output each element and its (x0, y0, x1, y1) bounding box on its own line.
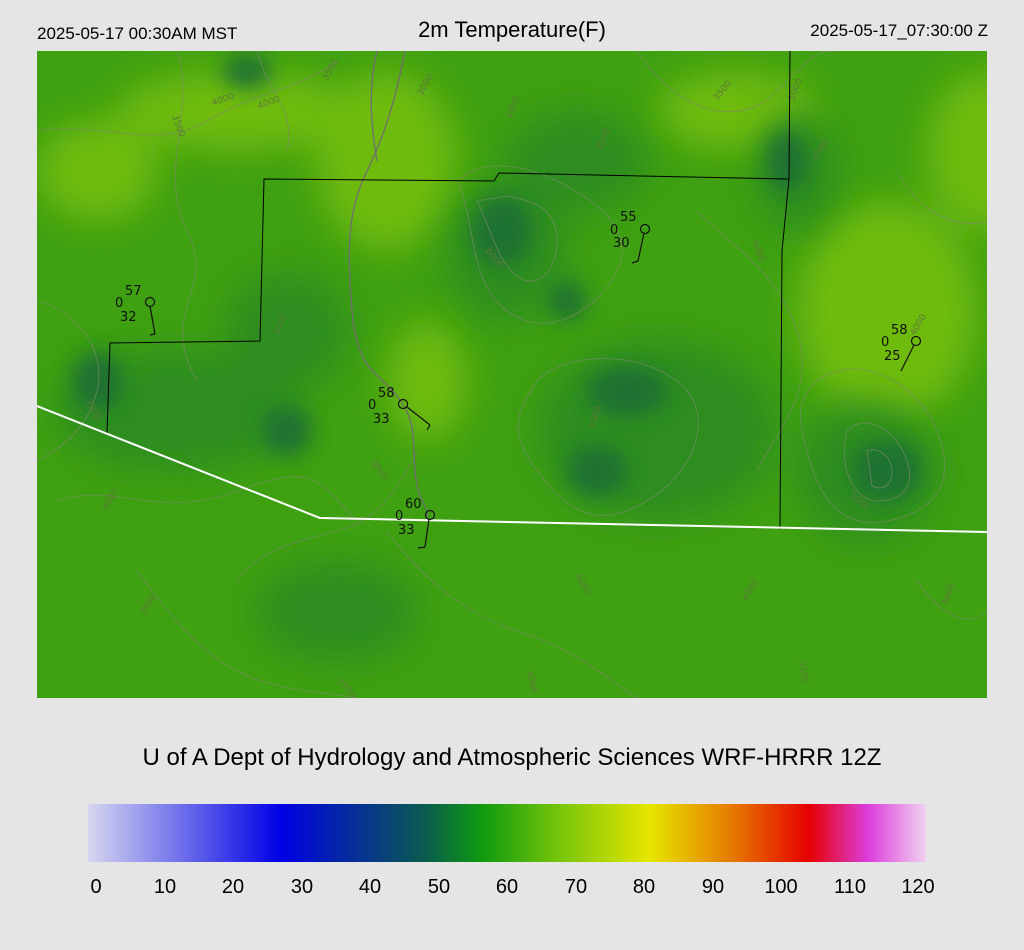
colorbar-tick-label: 20 (221, 876, 245, 898)
colorbar-tick-label: 10 (153, 876, 177, 898)
station-dewpoint: 32 (120, 310, 137, 325)
colorbar-tick-label: 120 (901, 876, 935, 898)
station-dewpoint: 25 (884, 349, 901, 364)
station-temperature: 58 (378, 386, 395, 401)
station-calm: 0 (610, 223, 618, 238)
temperature-map[interactable]: 4000 4000 3500 3500 3000 4000 4500 3500 … (37, 51, 987, 698)
station-plot[interactable]: 58 0 25 (881, 323, 922, 372)
colorbar-tick-label: 110 (834, 876, 866, 898)
station-calm: 0 (395, 509, 403, 524)
colorbar-tick-label: 90 (701, 876, 725, 898)
station-calm: 0 (368, 398, 376, 413)
station-dewpoint: 33 (373, 412, 390, 427)
station-temperature: 60 (405, 497, 422, 512)
station-plots: 57 0 32 58 0 33 55 0 30 58 0 25 (115, 210, 922, 549)
colorbar-tick-label: 50 (427, 876, 451, 898)
station-calm: 0 (881, 335, 889, 350)
station-plot[interactable]: 58 0 33 (368, 386, 431, 431)
station-dewpoint: 33 (398, 523, 415, 538)
model-credit: U of A Dept of Hydrology and Atmospheric… (142, 744, 882, 771)
local-time-label: 2025-05-17 00:30AM MST (37, 24, 238, 43)
utc-time-label: 2025-05-17_07:30:00 Z (810, 21, 988, 40)
colorbar-tick-label: 70 (564, 876, 588, 898)
colorbar-tick-label: 60 (495, 876, 519, 898)
map-title: 2m Temperature(F) (418, 17, 606, 42)
elevation-contours (37, 51, 987, 698)
colorbar-tick-label: 40 (358, 876, 382, 898)
station-plot[interactable]: 60 0 33 (395, 497, 436, 549)
station-dewpoint: 30 (613, 236, 630, 251)
station-temperature: 57 (125, 284, 142, 299)
colorbar-tick-label: 100 (764, 876, 798, 898)
colorbar-tick-label: 80 (632, 876, 656, 898)
contour-label: 4000 (524, 670, 538, 695)
temperature-colorbar (88, 804, 926, 862)
county-boundaries (106, 51, 791, 530)
contour-label: 3500 (796, 660, 810, 685)
station-plot[interactable]: 55 0 30 (610, 210, 651, 264)
station-plot[interactable]: 57 0 32 (115, 284, 156, 336)
colorbar-tick-label: 0 (90, 876, 102, 898)
station-temperature: 55 (620, 210, 637, 225)
station-calm: 0 (115, 296, 123, 311)
station-temperature: 58 (891, 323, 908, 338)
river-lines (348, 51, 428, 522)
colorbar-tick-label: 30 (290, 876, 314, 898)
international-border (37, 405, 987, 533)
temperature-field (37, 53, 987, 661)
